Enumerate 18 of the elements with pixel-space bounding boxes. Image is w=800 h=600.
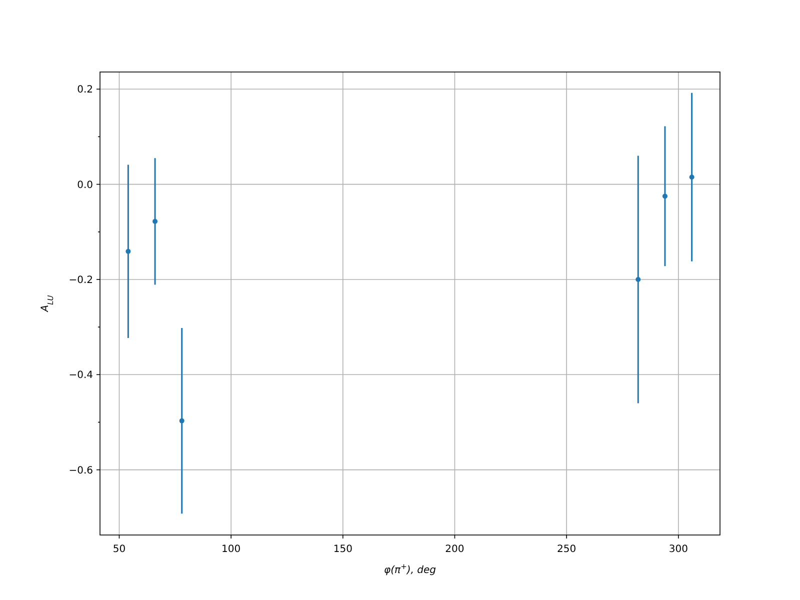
y-tick-label: 0.0 — [77, 180, 93, 191]
y-tick-label: 0.2 — [77, 84, 93, 96]
x-tick-label: 50 — [112, 544, 126, 555]
x-tick-label: 100 — [222, 544, 241, 555]
point — [126, 248, 131, 254]
point — [152, 218, 158, 224]
x-tick-label: 200 — [445, 544, 464, 555]
point — [636, 276, 641, 282]
point — [689, 174, 694, 180]
point — [179, 418, 184, 424]
x-tick-label: 250 — [557, 544, 576, 555]
y-tick-label: −0.2 — [68, 274, 93, 286]
x-axis-title: φ(π$^{+}$), deg — [384, 562, 436, 576]
point — [662, 194, 668, 199]
x-tick-label: 300 — [668, 544, 688, 555]
y-tick-label: −0.4 — [68, 370, 93, 382]
x-tick-label: 150 — [333, 544, 352, 555]
y-tick-label: −0.6 — [68, 465, 93, 476]
